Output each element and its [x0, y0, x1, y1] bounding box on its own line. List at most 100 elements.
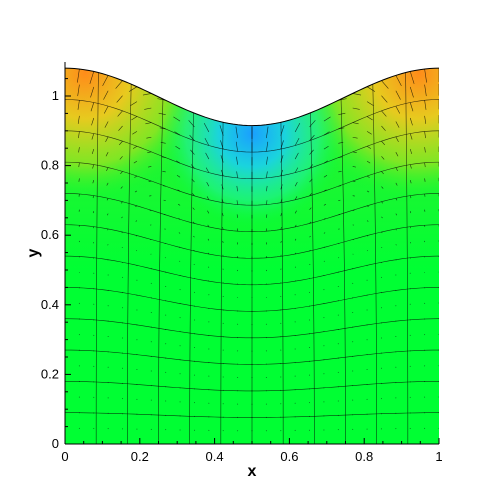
vector-point: [337, 343, 339, 345]
vector-arrow: [77, 68, 80, 83]
vector-arrow: [266, 141, 269, 152]
vector-point: [179, 415, 181, 417]
vector-point: [337, 400, 339, 402]
vector-arrow: [280, 226, 282, 230]
vector-point: [409, 381, 411, 383]
vector-arrow: [280, 212, 283, 217]
vector-arrow: [144, 107, 152, 110]
vector-arrow: [205, 152, 210, 160]
vector-arrow: [134, 190, 138, 193]
x-axis-title: x: [248, 463, 257, 480]
vector-arrow: [106, 182, 109, 186]
axes: 0 0.2 0.4 0.6 0.8 1 0 0.2 0.4 0.6 0.8 1: [41, 62, 443, 464]
vector-arrow: [409, 117, 413, 126]
vector-arrow: [89, 71, 95, 84]
vector-arrow: [192, 221, 195, 224]
vector-arrow: [145, 122, 152, 125]
vector-point: [150, 414, 152, 416]
vector-point: [208, 362, 210, 364]
vector-point: [352, 428, 354, 430]
vector-point: [323, 429, 325, 431]
vector-point: [323, 415, 325, 417]
vector-arrow: [135, 220, 138, 222]
vector-point: [93, 272, 95, 274]
vector-point: [193, 374, 195, 376]
vector-point: [395, 382, 397, 384]
vector-arrow: [220, 155, 224, 163]
vector-point: [165, 285, 167, 287]
y-axis-title: y: [25, 248, 42, 257]
vector-arrow: [92, 211, 95, 214]
vector-arrow: [77, 84, 80, 97]
vector-point: [280, 376, 282, 378]
vector-arrow: [381, 80, 389, 89]
vector-arrow: [409, 133, 413, 140]
vector-point: [380, 367, 382, 369]
vector-arrow: [118, 140, 123, 146]
vector-arrow: [266, 185, 268, 192]
vector-point: [237, 323, 239, 325]
vector-arrow: [92, 180, 95, 184]
vector-point: [208, 429, 210, 431]
vector-point: [438, 333, 439, 335]
vector-point: [222, 336, 224, 338]
vector-arrow: [77, 100, 80, 110]
vector-point: [136, 354, 138, 356]
vector-arrow: [366, 101, 374, 107]
vector-point: [265, 350, 267, 352]
vector-arrow: [190, 149, 195, 155]
vector-point: [150, 355, 152, 357]
vector-point: [193, 347, 195, 349]
vector-point: [409, 365, 411, 367]
vector-point: [179, 275, 181, 277]
vector-point: [165, 357, 167, 359]
vector-arrow: [366, 235, 369, 237]
vector-arrow: [92, 195, 95, 199]
vector-point: [78, 380, 80, 382]
vector-point: [179, 317, 181, 319]
vector-arrow: [352, 180, 356, 182]
vector-point: [179, 387, 181, 389]
vector-point: [395, 289, 397, 291]
vector-point: [78, 396, 80, 398]
vector-arrow: [338, 156, 343, 158]
vector-arrow: [193, 235, 195, 238]
vector-point: [222, 349, 224, 351]
vector-arrow: [236, 171, 238, 178]
vector-point: [395, 305, 397, 307]
vector-arrow: [395, 75, 402, 87]
x-tick-label: 0.2: [131, 449, 149, 464]
vector-point: [424, 349, 426, 351]
vector-arrow: [323, 116, 331, 122]
vector-point: [395, 274, 397, 276]
vector-point: [337, 371, 339, 373]
vector-arrow: [280, 140, 284, 150]
vector-arrow: [366, 205, 369, 208]
vector-point: [265, 376, 267, 378]
vector-point: [395, 397, 397, 399]
vector-point: [352, 399, 354, 401]
vector-point: [165, 400, 167, 402]
vector-arrow: [294, 252, 297, 255]
vector-arrow: [352, 93, 362, 96]
vector-point: [380, 276, 382, 278]
vector-arrow: [280, 155, 284, 163]
vector-point: [380, 398, 382, 400]
vector-point: [294, 402, 296, 404]
vector-point: [122, 367, 124, 369]
vector-arrow: [294, 137, 300, 146]
vector-point: [179, 429, 181, 431]
vector-point: [380, 428, 382, 430]
vector-arrow: [220, 140, 224, 150]
vector-point: [93, 365, 95, 367]
vector-point: [237, 337, 239, 339]
vector-point: [337, 271, 339, 273]
vector-point: [380, 292, 382, 294]
vector-point: [107, 428, 109, 430]
top-surface-curve: [64, 67, 440, 127]
vector-arrow: [91, 133, 95, 140]
vector-point: [366, 383, 368, 385]
vector-point: [150, 312, 152, 314]
hot-region-right: [289, 68, 439, 204]
vector-arrow: [132, 131, 138, 135]
